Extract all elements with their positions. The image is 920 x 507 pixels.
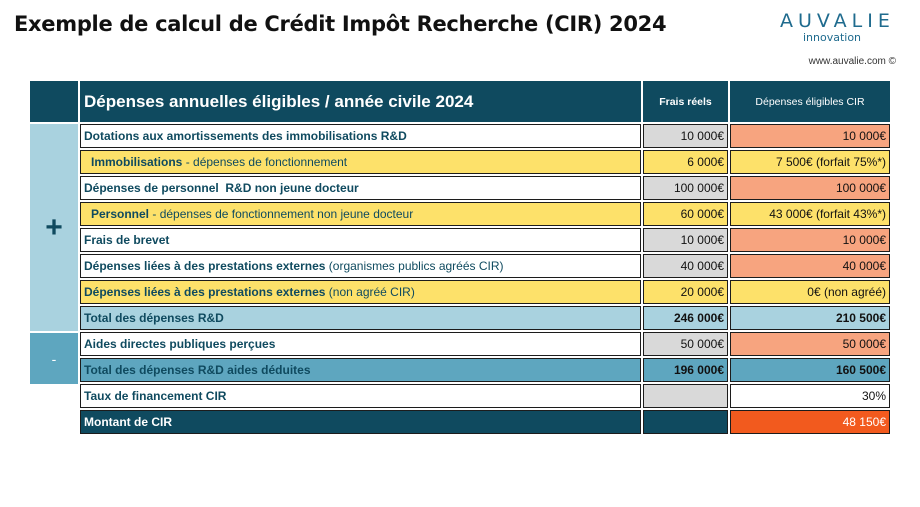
row-label-bold: Dépenses liées à des prestations externe… [84,259,326,273]
logo-name: AUVALIE [780,10,895,32]
total-row: Total des dépenses R&D 246 000€ 210 500€ [80,306,890,330]
row-frais-reels: 246 000€ [643,306,728,330]
row-label-detail: - dépenses de fonctionnement non jeune d… [149,207,414,221]
cir-amount-row: Montant de CIR 48 150€ [80,410,890,434]
row-label: Total des dépenses R&D [80,306,641,330]
row-frais-reels: 20 000€ [643,280,728,304]
row-label-bold: Dépenses liées à des prestations externe… [84,285,326,299]
row-eligible: 48 150€ [730,410,890,434]
row-label: Taux de financement CIR [80,384,641,408]
row-eligible: 10 000€ [730,228,890,252]
row-eligible: 40 000€ [730,254,890,278]
row-frais-reels: 10 000€ [643,228,728,252]
logo-subtitle: innovation [802,31,862,44]
row-label: Dépenses liées à des prestations externe… [80,254,641,278]
row-label: Total des dépenses R&D aides déduites [80,358,641,382]
header-depenses-eligibles: Dépenses éligibles CIR [730,81,890,122]
row-label: Immobilisations - dépenses de fonctionne… [80,150,641,174]
header-label: Dépenses annuelles éligibles / année civ… [80,81,641,122]
row-label-bold: Personnel [91,207,150,221]
table-row: Dépenses de personnel R&D non jeune doct… [80,176,890,200]
row-label-detail: - dépenses de fonctionnement [182,155,348,169]
table-row: Immobilisations - dépenses de fonctionne… [80,150,890,174]
row-frais-reels: 40 000€ [643,254,728,278]
row-frais-reels: 50 000€ [643,332,728,356]
row-label: Dépenses liées à des prestations externe… [80,280,641,304]
table-row: Dotations aux amortissements des immobil… [80,124,890,148]
sign-column-header [30,81,78,122]
table-row: Dépenses liées à des prestations externe… [80,280,890,304]
row-frais-reels: 6 000€ [643,150,728,174]
row-label-detail: (organismes publics agréés CIR) [325,259,504,273]
row-frais-reels: 100 000€ [643,176,728,200]
row-label-bold: Immobilisations [91,155,183,169]
table-row: Dépenses liées à des prestations externe… [80,254,890,278]
cir-calculation-table: Dépenses annuelles éligibles / année civ… [80,81,890,436]
total-after-aid-row: Total des dépenses R&D aides déduites 19… [80,358,890,382]
row-eligible: 10 000€ [730,124,890,148]
row-eligible: 0€ (non agréé) [730,280,890,304]
row-label: Dotations aux amortissements des immobil… [80,124,641,148]
table-header-row: Dépenses annuelles éligibles / année civ… [80,81,890,122]
row-eligible: 210 500€ [730,306,890,330]
table-row: Aides directes publiques perçues 50 000€… [80,332,890,356]
rate-row: Taux de financement CIR 30% [80,384,890,408]
row-eligible: 43 000€ (forfait 43%*) [730,202,890,226]
row-label: Frais de brevet [80,228,641,252]
row-eligible: 100 000€ [730,176,890,200]
row-eligible: 50 000€ [730,332,890,356]
row-frais-reels [643,410,728,434]
row-frais-reels: 60 000€ [643,202,728,226]
row-eligible: 30% [730,384,890,408]
plus-sign: + [30,124,78,331]
website-credit: www.auvalie.com © [808,56,896,67]
row-frais-reels [643,384,728,408]
table-row: Personnel - dépenses de fonctionnement n… [80,202,890,226]
row-eligible: 7 500€ (forfait 75%*) [730,150,890,174]
row-frais-reels: 10 000€ [643,124,728,148]
row-label: Dépenses de personnel R&D non jeune doct… [80,176,641,200]
row-label: Personnel - dépenses de fonctionnement n… [80,202,641,226]
page-title: Exemple de calcul de Crédit Impôt Recher… [14,12,667,36]
row-frais-reels: 196 000€ [643,358,728,382]
auvalie-logo: AUVALIE innovation [776,10,895,44]
row-label: Montant de CIR [80,410,641,434]
row-eligible: 160 500€ [730,358,890,382]
row-label-detail: (non agréé CIR) [325,285,415,299]
row-label: Aides directes publiques perçues [80,332,641,356]
header-frais-reels: Frais réels [643,81,728,122]
minus-sign: - [30,333,78,384]
table-row: Frais de brevet 10 000€ 10 000€ [80,228,890,252]
